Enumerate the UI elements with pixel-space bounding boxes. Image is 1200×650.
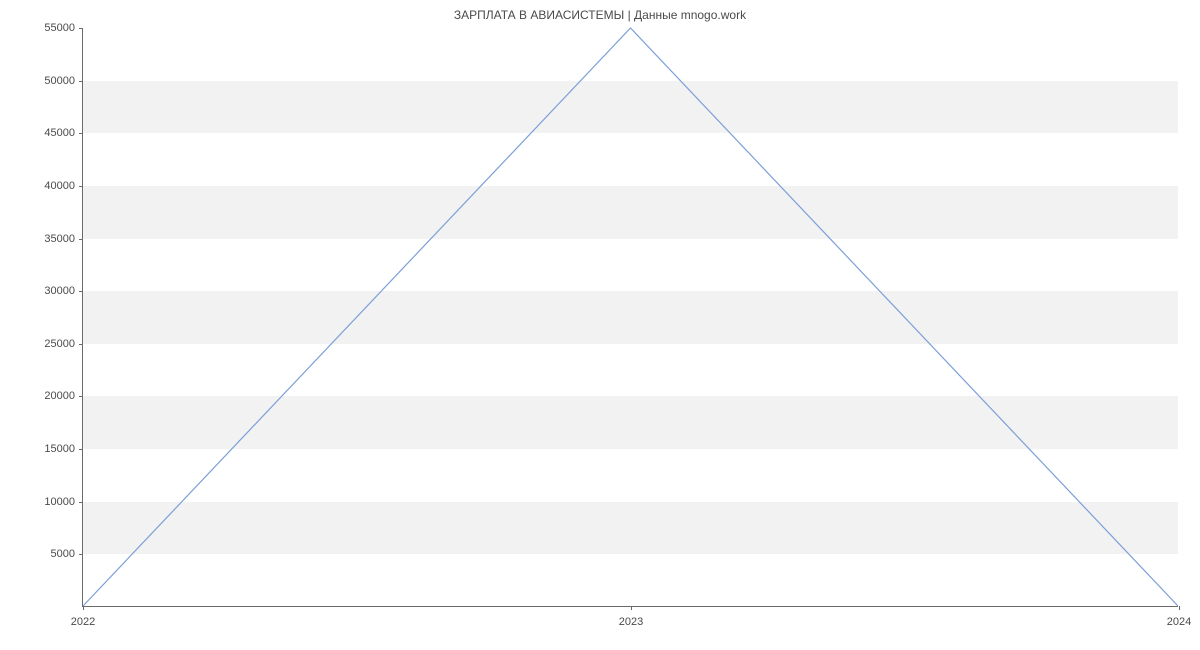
y-tick-label: 35000 (44, 233, 83, 245)
y-tick-mark (79, 502, 83, 503)
y-tick-label: 15000 (44, 443, 83, 455)
y-tick-mark (79, 396, 83, 397)
y-tick-label: 20000 (44, 390, 83, 402)
y-tick-label: 55000 (44, 22, 83, 34)
plot-area: 5000100001500020000250003000035000400004… (82, 28, 1178, 607)
x-tick-mark (83, 606, 84, 610)
y-tick-label: 40000 (44, 180, 83, 192)
y-tick-mark (79, 291, 83, 292)
y-tick-mark (79, 449, 83, 450)
y-tick-mark (79, 554, 83, 555)
y-tick-mark (79, 344, 83, 345)
y-tick-label: 30000 (44, 285, 83, 297)
y-tick-mark (79, 81, 83, 82)
y-tick-mark (79, 239, 83, 240)
line-layer (83, 28, 1178, 606)
series-line (83, 28, 1178, 606)
x-tick-mark (631, 606, 632, 610)
y-tick-label: 45000 (44, 127, 83, 139)
y-tick-label: 10000 (44, 496, 83, 508)
y-tick-mark (79, 133, 83, 134)
chart-title: ЗАРПЛАТА В АВИАСИСТЕМЫ | Данные mnogo.wo… (0, 8, 1200, 22)
y-tick-label: 50000 (44, 75, 83, 87)
y-tick-mark (79, 186, 83, 187)
x-tick-mark (1179, 606, 1180, 610)
y-tick-label: 25000 (44, 338, 83, 350)
y-tick-mark (79, 28, 83, 29)
